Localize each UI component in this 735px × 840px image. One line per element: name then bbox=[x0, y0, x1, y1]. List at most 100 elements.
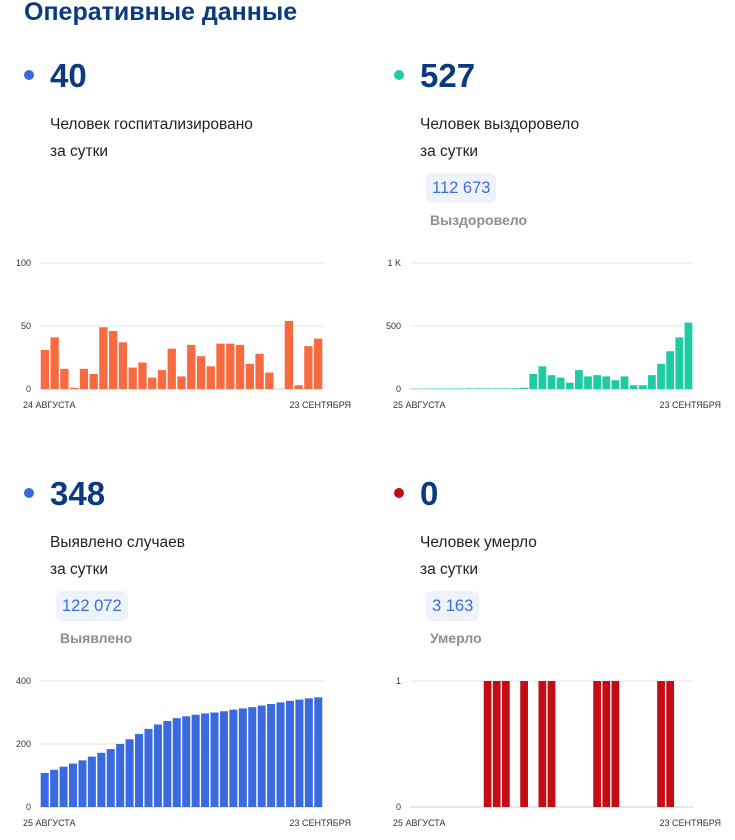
bar bbox=[602, 681, 611, 807]
daily-number: 0 bbox=[420, 475, 439, 512]
bar bbox=[565, 382, 574, 389]
bar bbox=[265, 372, 274, 389]
bar bbox=[611, 681, 620, 807]
bar bbox=[255, 353, 264, 389]
panel-recovered: 527 Человек выздоровело за сутки 112 673… bbox=[386, 0, 735, 420]
caption-line: Выявлено случаев bbox=[50, 534, 185, 551]
caption: Человек умерло за сутки bbox=[420, 529, 720, 583]
caption-line: Человек умерло bbox=[420, 534, 537, 551]
page-title: Оперативные данные bbox=[24, 0, 298, 26]
bar bbox=[245, 363, 254, 389]
caption-line: за сутки bbox=[420, 561, 479, 578]
x-tick-label-start: 25 АВГУСТА bbox=[23, 818, 76, 828]
y-tick-label: 200 bbox=[16, 739, 31, 749]
y-tick-label: 1 K bbox=[387, 258, 401, 268]
total-value-badge: 112 673 bbox=[426, 173, 497, 203]
bar bbox=[216, 343, 225, 389]
bar bbox=[229, 709, 238, 807]
bar bbox=[206, 366, 215, 389]
bar bbox=[118, 342, 128, 389]
bar bbox=[492, 681, 501, 807]
bar bbox=[60, 368, 69, 389]
bar bbox=[167, 348, 176, 389]
chart-recovered: 0 500 1 K 25 АВГУСТА 23 СЕНТЯБРЯ bbox=[386, 258, 721, 410]
bar bbox=[219, 711, 228, 807]
bar bbox=[520, 681, 528, 807]
bar bbox=[191, 714, 200, 807]
series-dot bbox=[394, 488, 404, 498]
bar bbox=[138, 362, 147, 389]
bar bbox=[638, 385, 647, 389]
bar bbox=[501, 681, 510, 807]
bar bbox=[538, 681, 547, 807]
bar bbox=[285, 700, 294, 807]
bar bbox=[483, 388, 492, 389]
bar bbox=[501, 388, 510, 389]
daily-number: 527 bbox=[420, 57, 476, 94]
x-tick-label-start: 25 АВГУСТА bbox=[393, 400, 446, 410]
bar bbox=[70, 387, 79, 389]
bar bbox=[456, 388, 465, 389]
bar bbox=[602, 376, 611, 389]
bar bbox=[153, 724, 162, 807]
bar bbox=[593, 681, 602, 807]
total-label: Выявлено bbox=[60, 630, 133, 646]
chart-deaths: 0 1 25 АВГУСТА 23 СЕНТЯБРЯ bbox=[393, 676, 721, 828]
bar bbox=[201, 713, 210, 807]
bar bbox=[547, 375, 556, 389]
bar bbox=[210, 712, 219, 807]
y-tick-label: 400 bbox=[16, 676, 31, 686]
bar bbox=[79, 368, 89, 389]
total-label: Выздоровело bbox=[430, 212, 528, 228]
bar bbox=[611, 380, 620, 389]
bar bbox=[106, 749, 115, 807]
chart-cases: 0 200 400 25 АВГУСТА 23 СЕНТЯБРЯ bbox=[16, 676, 351, 828]
bar bbox=[520, 387, 528, 389]
bar bbox=[187, 344, 196, 389]
bar bbox=[144, 728, 153, 807]
daily-number: 40 bbox=[50, 57, 87, 94]
panel-cases: 348 Выявлено случаев за сутки 122 072 Вы… bbox=[16, 418, 369, 838]
bar bbox=[97, 752, 106, 807]
bar bbox=[428, 388, 437, 389]
bar bbox=[89, 373, 98, 389]
caption: Человек выздоровело за сутки bbox=[420, 111, 720, 165]
bar bbox=[438, 388, 446, 389]
bar bbox=[163, 721, 172, 807]
x-tick-label-start: 25 АВГУСТА bbox=[393, 818, 446, 828]
series-dot bbox=[24, 488, 34, 498]
y-tick-label: 100 bbox=[16, 258, 31, 268]
bar bbox=[294, 385, 303, 389]
bar bbox=[666, 681, 675, 807]
y-tick-label: 0 bbox=[26, 384, 31, 394]
bar bbox=[556, 377, 565, 389]
caption-line: Человек выздоровело bbox=[420, 116, 580, 133]
bar bbox=[629, 385, 638, 389]
bar bbox=[584, 376, 592, 389]
y-tick-label: 0 bbox=[26, 802, 31, 812]
bar bbox=[40, 349, 50, 389]
caption-line: за сутки bbox=[50, 143, 109, 160]
bar bbox=[196, 356, 206, 389]
bar bbox=[675, 337, 684, 389]
y-tick-label: 500 bbox=[386, 321, 401, 331]
bar bbox=[483, 681, 492, 807]
caption: Человек госпитализировано за сутки bbox=[50, 111, 350, 165]
bar bbox=[284, 320, 293, 389]
bar bbox=[511, 388, 519, 389]
bar bbox=[267, 703, 276, 807]
bar bbox=[538, 366, 547, 389]
x-tick-label-end: 23 СЕНТЯБРЯ bbox=[289, 818, 351, 828]
bar bbox=[128, 367, 137, 389]
bar bbox=[109, 331, 118, 389]
x-tick-label-start: 24 АВГУСТА bbox=[23, 400, 76, 410]
total-value-badge: 122 072 bbox=[56, 591, 128, 621]
bar bbox=[50, 769, 59, 807]
bar bbox=[177, 376, 186, 389]
bar bbox=[78, 760, 87, 807]
bar bbox=[465, 388, 474, 389]
x-tick-label-end: 23 СЕНТЯБРЯ bbox=[659, 400, 721, 410]
bar bbox=[238, 708, 247, 807]
series-dot bbox=[394, 70, 404, 80]
bar bbox=[657, 681, 665, 807]
